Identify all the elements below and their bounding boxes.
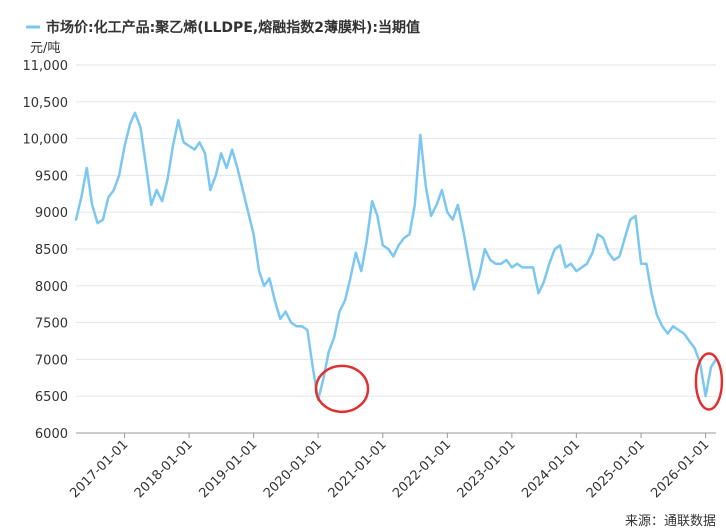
source-note: 来源：通联数据 bbox=[625, 514, 716, 529]
legend[interactable]: 市场价:化工产品:聚乙烯(LLDPE,熔融指数2薄膜料):当期值 bbox=[26, 19, 420, 36]
x-tick-label: 2020-01-01 bbox=[261, 437, 325, 501]
x-tick-label: 2019-01-01 bbox=[196, 437, 260, 501]
x-tick-label: 2018-01-01 bbox=[132, 437, 196, 501]
legend-entry: 市场价:化工产品:聚乙烯(LLDPE,熔融指数2薄膜料):当期值 bbox=[46, 19, 420, 36]
series-line-lldpe-price bbox=[74, 111, 718, 402]
y-tick-label: 6000 bbox=[35, 427, 68, 442]
gridlines bbox=[76, 64, 716, 397]
y-axis-unit-label: 元/吨 bbox=[30, 41, 60, 56]
y-tick-label: 7500 bbox=[35, 317, 68, 332]
y-tick-label: 11,000 bbox=[23, 59, 69, 74]
x-tick-label: 2022-01-01 bbox=[390, 437, 454, 501]
x-tick-label: 2023-01-01 bbox=[455, 437, 519, 501]
x-tick-label: 2024-01-01 bbox=[519, 437, 583, 501]
y-tick-label: 8500 bbox=[35, 243, 68, 258]
y-tick-label: 9500 bbox=[35, 169, 68, 184]
highlight-circle bbox=[694, 352, 724, 411]
x-axis-ticks: 2017-01-01 2018-01-01 2019-01-01 2020-01-01… bbox=[67, 433, 712, 501]
y-tick-label: 6500 bbox=[35, 390, 68, 405]
x-tick-label: 2026-01-01 bbox=[648, 437, 712, 501]
y-tick-label: 9000 bbox=[35, 206, 68, 221]
x-tick-label: 2025-01-01 bbox=[584, 437, 648, 501]
y-tick-label: 7000 bbox=[35, 353, 68, 368]
y-tick-label: 10,000 bbox=[23, 133, 69, 148]
x-tick-label: 2021-01-01 bbox=[326, 437, 390, 501]
highlight-circle bbox=[314, 364, 370, 414]
y-tick-label: 10,500 bbox=[23, 96, 69, 111]
x-tick-label: 2017-01-01 bbox=[67, 437, 131, 501]
annotations bbox=[314, 352, 724, 414]
y-axis-ticks: 6000 6500 7000 7500 8000 8500 9000 9500 10,000 10… bbox=[23, 59, 69, 442]
y-tick-label: 8000 bbox=[35, 280, 68, 295]
